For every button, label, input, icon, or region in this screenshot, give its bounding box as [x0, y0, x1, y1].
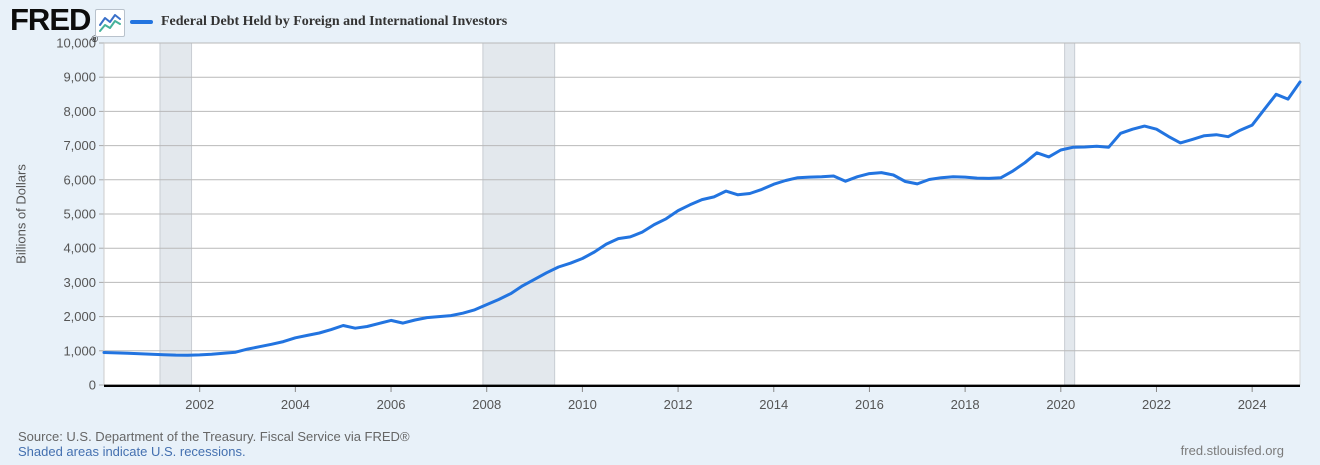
source-note: Source: U.S. Department of the Treasury.… — [18, 429, 410, 444]
y-tick-label: 5,000 — [63, 207, 96, 222]
y-tick-label: 8,000 — [63, 104, 96, 119]
y-tick-label: 0 — [89, 378, 96, 393]
fred-site-link[interactable]: fred.stlouisfed.org — [1180, 443, 1284, 458]
y-tick-label: 9,000 — [63, 70, 96, 85]
x-tick-label: 2014 — [759, 397, 788, 412]
fred-logo-text: FRED — [10, 2, 91, 37]
fred-sparkline-icon — [95, 9, 125, 37]
x-tick-label: 2008 — [472, 397, 501, 412]
x-tick-label: 2018 — [951, 397, 980, 412]
legend-line-swatch — [130, 20, 153, 24]
x-tick-label: 2016 — [855, 397, 884, 412]
debt-series-line — [102, 80, 1302, 357]
y-tick-label: 7,000 — [63, 138, 96, 153]
x-tick-label: 2010 — [568, 397, 597, 412]
y-tick-label: 3,000 — [63, 275, 96, 290]
fred-logo[interactable]: FRED ® — [10, 4, 98, 55]
registered-trademark-icon: ® — [91, 34, 99, 44]
y-tick-label: 10,000 — [56, 36, 96, 51]
recession-note-link[interactable]: Shaded areas indicate U.S. recessions. — [18, 444, 246, 459]
x-tick-label: 2020 — [1046, 397, 1075, 412]
legend: Federal Debt Held by Foreign and Interna… — [130, 14, 507, 30]
x-tick-label: 2004 — [281, 397, 310, 412]
legend-series-label: Federal Debt Held by Foreign and Interna… — [161, 14, 508, 29]
y-tick-label: 6,000 — [63, 172, 96, 187]
x-tick-label: 2002 — [185, 397, 214, 412]
y-tick-label: 4,000 — [63, 241, 96, 256]
x-tick-label: 2022 — [1142, 397, 1171, 412]
y-tick-label: 2,000 — [63, 309, 96, 324]
y-axis-title: Billions of Dollars — [13, 164, 29, 264]
x-tick-label: 2006 — [377, 397, 406, 412]
x-tick-label: 2012 — [664, 397, 693, 412]
x-tick-label: 2024 — [1238, 397, 1267, 412]
y-tick-label: 1,000 — [63, 343, 96, 358]
